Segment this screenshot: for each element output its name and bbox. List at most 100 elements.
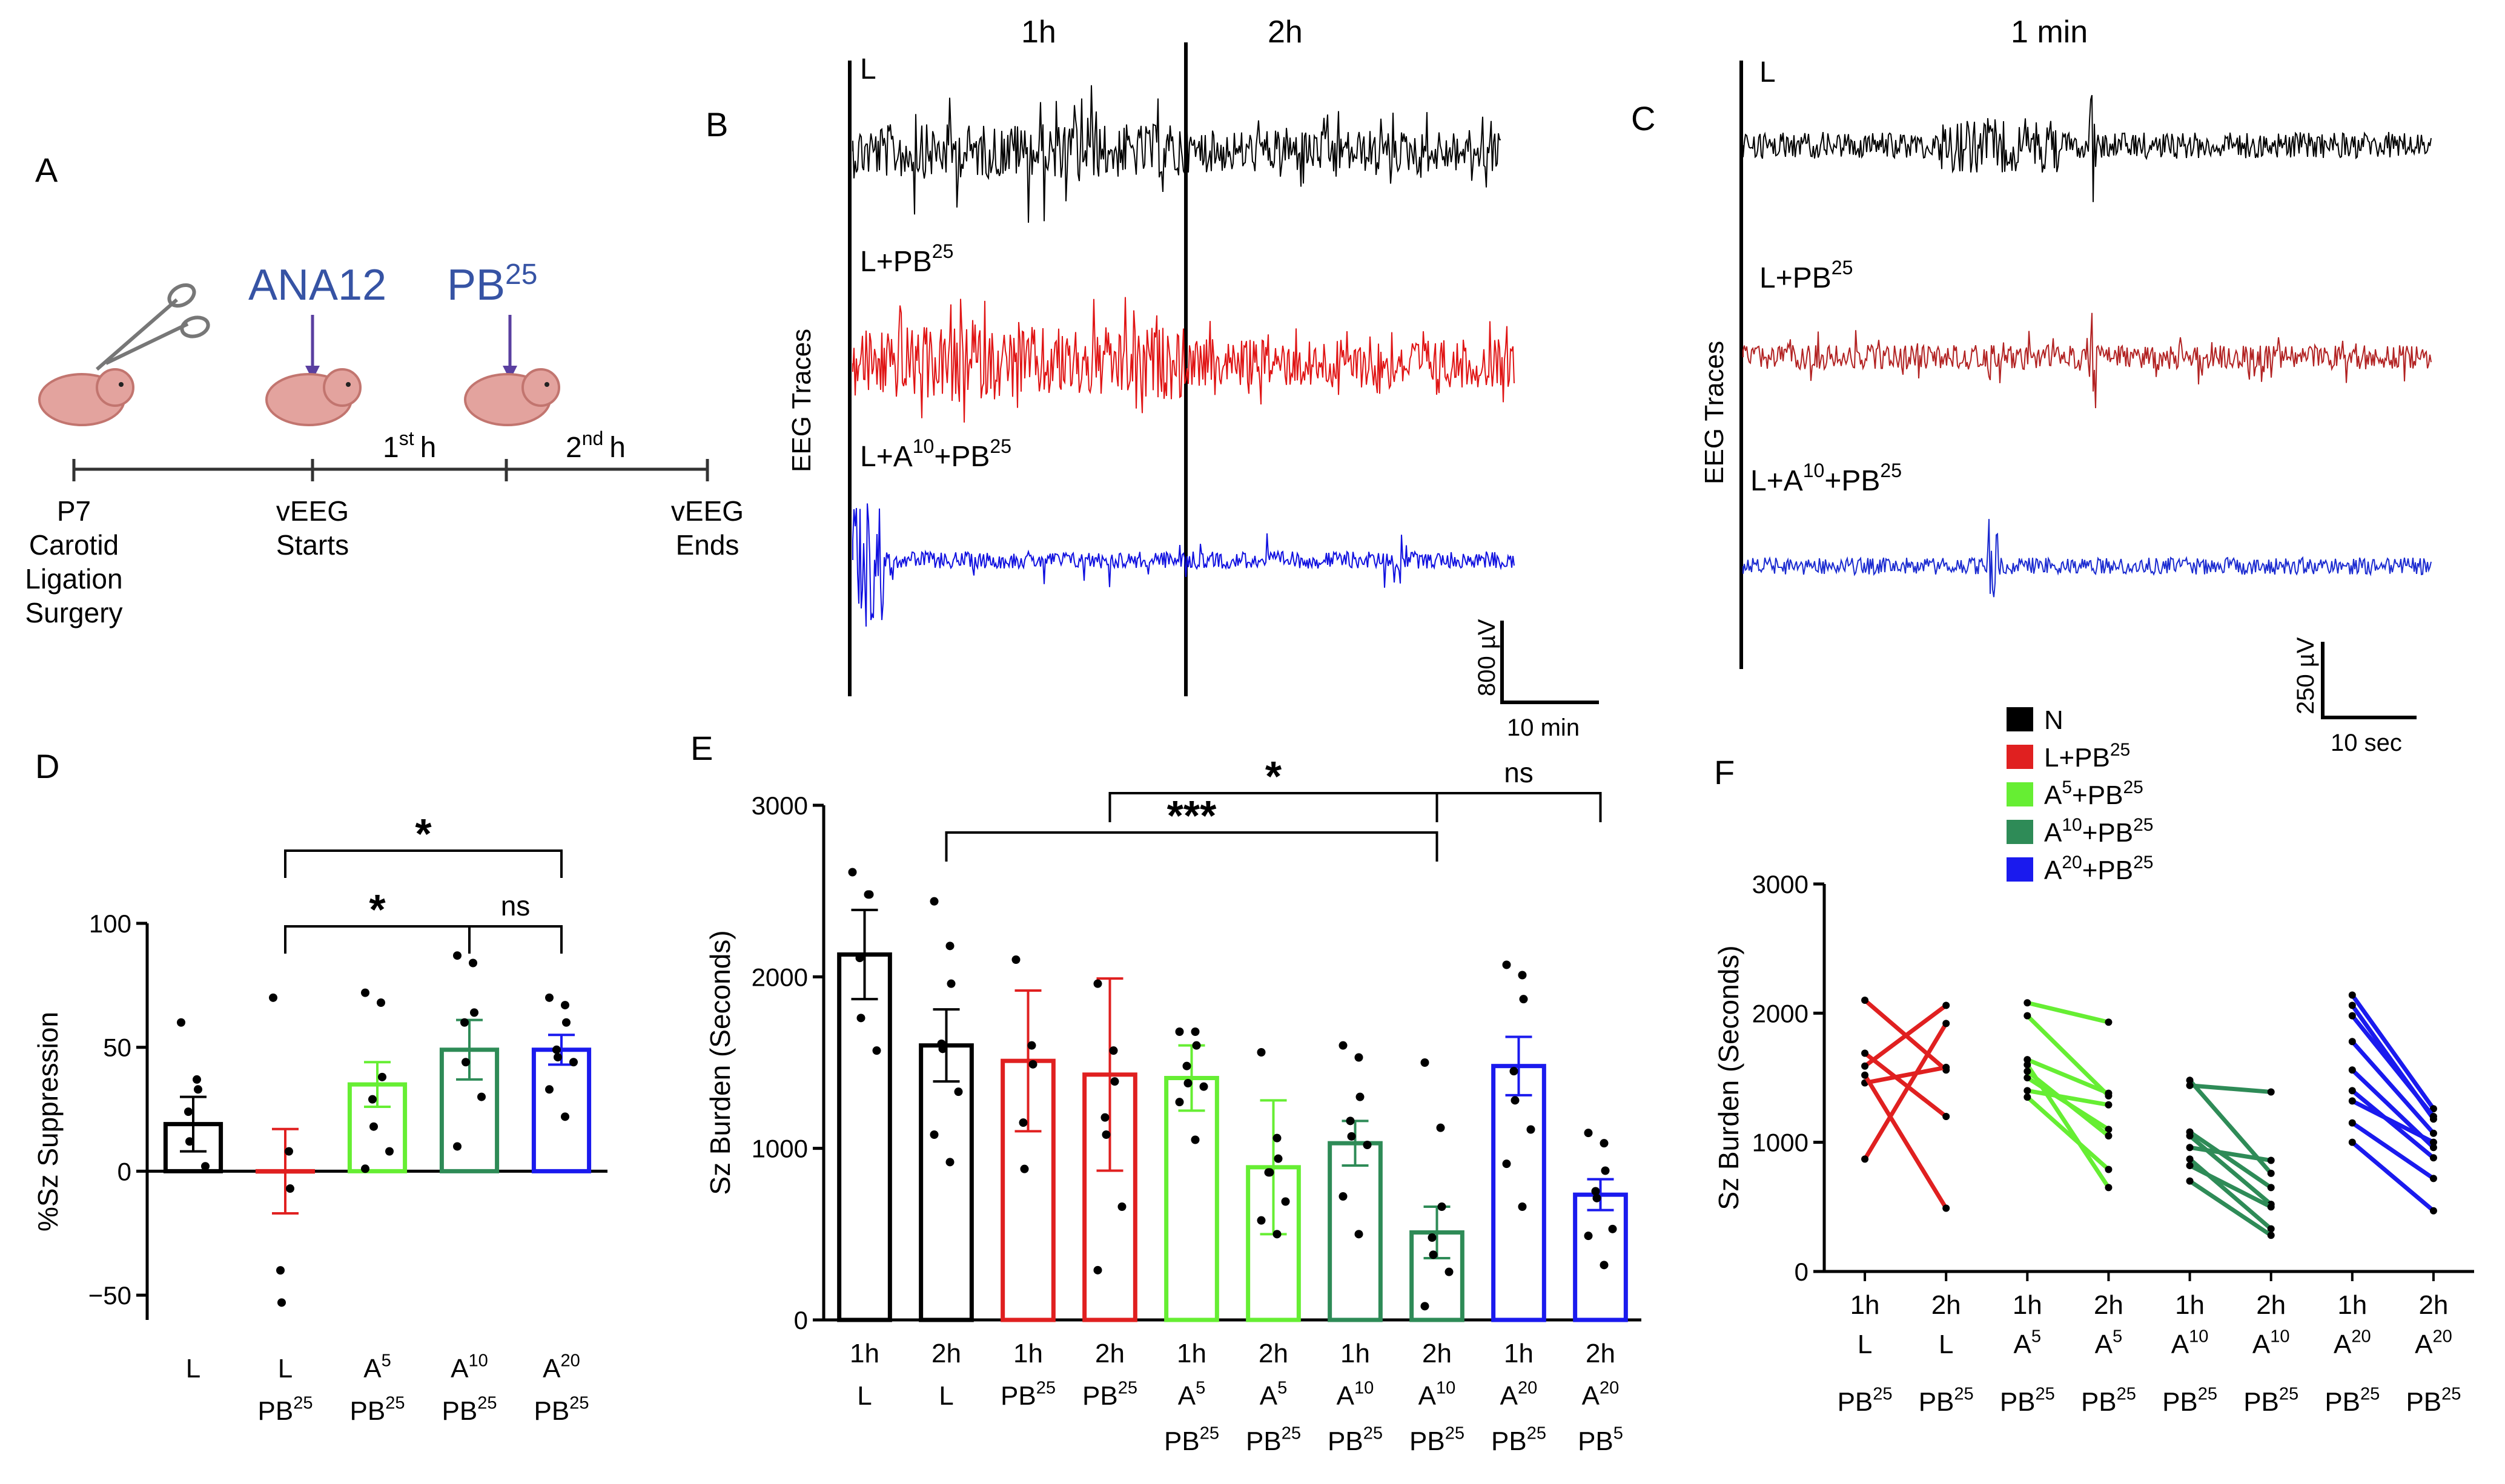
data-point-2-3 bbox=[1019, 1118, 1028, 1127]
paired-line-3-0 bbox=[2350, 994, 2435, 1110]
data-point-4-5 bbox=[569, 1058, 578, 1067]
x-label-bottom-4: PB25 bbox=[534, 1394, 589, 1426]
paired-point-2h-2-4 bbox=[2267, 1156, 2275, 1164]
x-label-line2-9: A20 bbox=[1582, 1379, 1620, 1411]
panel-a: A ANA12 PB25 bbox=[25, 151, 744, 628]
data-point-7-2 bbox=[1437, 1202, 1446, 1211]
data-point-3-5 bbox=[1117, 1202, 1127, 1211]
significance-bracket-2 bbox=[1435, 792, 1602, 822]
paired-line-2-1 bbox=[2189, 1083, 2271, 1094]
x-label-line2-6: A20 bbox=[2334, 1327, 2371, 1359]
trace-label-l-a10-pb25: L+A10+PB25 bbox=[860, 435, 1011, 473]
paired-point-1h-0-2 bbox=[1861, 1062, 1869, 1070]
y-tick-label: 2000 bbox=[1752, 999, 1808, 1027]
data-point-5-4 bbox=[1265, 1168, 1274, 1177]
x-label-hour-6: 1h bbox=[2337, 1290, 2367, 1320]
panel-a-letter: A bbox=[35, 151, 58, 189]
eeg-trace-b-l-a10-pb25 bbox=[852, 503, 1515, 627]
legend: N L+PB25 A5+PB25 A10+PB25 A20+PB25 bbox=[2007, 705, 2154, 885]
paired-line-3-6 bbox=[2351, 1099, 2435, 1144]
timeline bbox=[72, 459, 709, 481]
scale-c-voltage: 250 µV bbox=[2292, 637, 2319, 714]
paired-point-2h-1-2 bbox=[2105, 1089, 2113, 1097]
paired-point-1h-1-5 bbox=[2024, 1093, 2031, 1101]
chart-d-sz-suppression: −50 0 50 100 %Sz Suppression * * ns L L PB25 A5 PB25… bbox=[32, 810, 607, 1426]
y-tick-label: −50 bbox=[88, 1281, 131, 1310]
x-label-hour-8: 1h bbox=[1504, 1339, 1534, 1368]
significance-bracket-0 bbox=[284, 849, 563, 878]
paired-point-2h-3-0 bbox=[2429, 1105, 2437, 1113]
data-point-3-4 bbox=[1102, 1130, 1111, 1139]
data-point-2-0 bbox=[1011, 955, 1021, 964]
data-point-8-1 bbox=[1518, 971, 1527, 980]
paired-point-2h-0-1 bbox=[1942, 1113, 1950, 1120]
panel-d-letter: D bbox=[35, 747, 59, 785]
data-point-3-5 bbox=[477, 1092, 486, 1101]
legend-label-2: A5+PB25 bbox=[2044, 777, 2143, 810]
data-point-4-1 bbox=[561, 1001, 569, 1010]
x-label-hour-7: 2h bbox=[1422, 1339, 1452, 1368]
data-point-9-4 bbox=[1592, 1193, 1601, 1202]
data-point-4-6 bbox=[545, 1085, 554, 1094]
data-point-7-5 bbox=[1444, 1267, 1454, 1276]
data-point-7-6 bbox=[1420, 1302, 1429, 1311]
x-label-top-3: A10 bbox=[451, 1351, 488, 1383]
x-label-hour-5: 2h bbox=[2256, 1290, 2286, 1320]
data-point-0-4 bbox=[185, 1137, 194, 1146]
data-point-0-2 bbox=[865, 890, 874, 899]
legend-swatch-0 bbox=[2007, 707, 2033, 731]
pup-icon-pb bbox=[464, 368, 560, 426]
paired-point-2h-3-6 bbox=[2429, 1138, 2437, 1146]
y-tick-label: 100 bbox=[89, 909, 131, 938]
paired-line-0-1 bbox=[1863, 1051, 1948, 1118]
data-point-1-4 bbox=[277, 1298, 286, 1307]
paired-line-1-6 bbox=[2025, 1063, 2111, 1189]
significance-bracket-2 bbox=[468, 925, 563, 954]
x-label-hour-3: 2h bbox=[2094, 1290, 2123, 1320]
y-tick-label: 3000 bbox=[752, 791, 808, 820]
x-label-line2-0: L bbox=[857, 1381, 872, 1411]
timeline-step-0-line-0: P7 bbox=[57, 495, 91, 527]
data-point-7-4 bbox=[1429, 1250, 1438, 1259]
data-point-1-5 bbox=[954, 1087, 963, 1097]
data-point-8-7 bbox=[1518, 1202, 1527, 1211]
legend-label-1: L+PB25 bbox=[2044, 740, 2130, 773]
paired-point-2h-1-4 bbox=[2105, 1101, 2113, 1109]
paired-point-2h-1-7 bbox=[2105, 1132, 2113, 1139]
data-point-2-1 bbox=[1027, 1041, 1036, 1050]
x-label-line2-7: A10 bbox=[1418, 1379, 1456, 1411]
data-point-1-1 bbox=[945, 942, 955, 951]
paired-line-1-0 bbox=[2027, 1000, 2110, 1024]
x-label-line2-3: PB25 bbox=[1082, 1379, 1137, 1411]
pup-icon-surgery bbox=[38, 368, 134, 426]
x-label-hour-0: 1h bbox=[1850, 1290, 1880, 1320]
x-label-line3-4: PB25 bbox=[2162, 1385, 2217, 1417]
data-point-8-0 bbox=[1502, 960, 1511, 969]
data-point-0-2 bbox=[194, 1085, 202, 1094]
paired-point-2h-2-0 bbox=[2267, 1169, 2275, 1177]
y-tick-label: 0 bbox=[117, 1157, 131, 1186]
x-label-line3-5: PB25 bbox=[1246, 1424, 1301, 1456]
paired-point-2h-3-7 bbox=[2429, 1175, 2437, 1182]
data-point-1-1 bbox=[285, 1147, 293, 1156]
significance-label-0: * bbox=[415, 810, 432, 857]
paired-line-1-1 bbox=[2025, 1014, 2110, 1098]
x-label-hour-1: 2h bbox=[1931, 1290, 1961, 1320]
x-label-bottom-1: PB25 bbox=[258, 1394, 313, 1426]
scale-bar-c: 250 µV 10 sec bbox=[2292, 637, 2417, 756]
data-point-0-5 bbox=[872, 1046, 881, 1055]
data-point-4-4 bbox=[1183, 1079, 1193, 1087]
data-point-9-7 bbox=[1600, 1261, 1609, 1270]
paired-point-2h-2-7 bbox=[2267, 1232, 2275, 1239]
data-point-4-7 bbox=[561, 1112, 569, 1121]
x-label-line2-8: A20 bbox=[1500, 1379, 1538, 1411]
x-label-bottom-2: PB25 bbox=[350, 1394, 405, 1426]
data-point-0-0 bbox=[177, 1018, 185, 1027]
time-label-1min: 1 min bbox=[2011, 15, 2088, 50]
y-axis-label: Sz Burden (Seconds) bbox=[704, 930, 736, 1195]
paired-line-3-3 bbox=[2351, 1040, 2435, 1135]
bar-9 bbox=[1573, 1192, 1628, 1322]
x-label-line3-5: PB25 bbox=[2243, 1385, 2298, 1417]
x-label-line2-3: A5 bbox=[2095, 1327, 2123, 1359]
y-axis-label: Sz Burden (Seconds) bbox=[1713, 945, 1744, 1210]
